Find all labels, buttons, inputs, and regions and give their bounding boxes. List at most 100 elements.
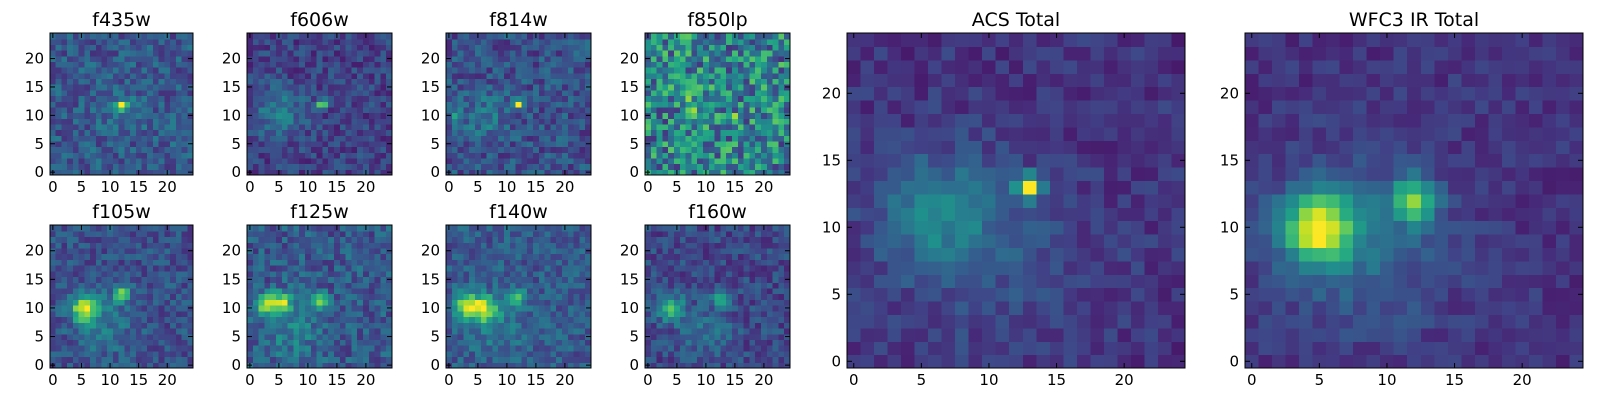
heatmap-cell [101, 163, 108, 170]
heatmap-cell [252, 282, 260, 289]
heatmap-cell [784, 339, 791, 346]
heatmap-cell [732, 152, 739, 159]
heatmap-cell [650, 157, 658, 165]
heatmap-cell [78, 101, 85, 108]
heatmap-cell [67, 287, 74, 295]
heatmap-cell [141, 50, 148, 57]
heatmap-cell [316, 276, 323, 283]
heatmap-cell [720, 38, 727, 45]
heatmap-cell [457, 89, 464, 97]
heatmap-cell [363, 157, 370, 165]
heatmap-cell [509, 67, 517, 74]
heatmap-cell [305, 327, 312, 335]
heatmap-cell [112, 33, 120, 40]
heatmap-cell [95, 242, 103, 249]
heatmap-cell [101, 270, 108, 278]
heatmap-cell [451, 327, 459, 335]
heatmap-cell [380, 350, 387, 358]
heatmap-cell [469, 152, 476, 159]
heatmap-cell [703, 163, 710, 170]
heatmap-cell [451, 163, 459, 170]
heatmap-cell [772, 316, 779, 323]
heatmap-cell [714, 169, 721, 176]
heatmap-cell [386, 44, 393, 51]
heatmap-cell [650, 339, 658, 346]
heatmap-cell [674, 333, 681, 340]
heatmap-cell [533, 299, 540, 306]
heatmap-cell [573, 44, 580, 51]
heatmap-cell [521, 89, 528, 97]
heatmap-cell [118, 140, 125, 148]
heatmap-cell [463, 89, 470, 97]
heatmap-cell [714, 84, 721, 91]
heatmap-cell [480, 316, 488, 323]
heatmap-cell [533, 333, 540, 340]
heatmap-cell [328, 230, 335, 238]
heatmap-cell [697, 310, 704, 318]
heatmap-cell [697, 163, 704, 170]
heatmap-cell [72, 305, 80, 312]
heatmap-cell [446, 61, 453, 68]
heatmap-cell [170, 61, 177, 68]
heatmap-cell [703, 327, 710, 335]
heatmap-cell [78, 345, 85, 352]
heatmap-cell [124, 339, 131, 346]
heatmap-cell [101, 157, 108, 165]
heatmap-cell [345, 259, 352, 266]
heatmap-cell [101, 345, 108, 352]
heatmap-cell [691, 50, 698, 57]
heatmap-cell [533, 265, 540, 272]
heatmap-cell [784, 345, 791, 352]
heatmap-cell [252, 135, 260, 142]
heatmap-cell [264, 350, 271, 358]
y-tick-label: 20 [25, 50, 44, 68]
heatmap-cell [247, 259, 254, 266]
heatmap-cell [544, 33, 551, 40]
heatmap-cell [363, 140, 370, 148]
heatmap-cell [84, 61, 91, 68]
heatmap-cell [685, 327, 692, 335]
heatmap-cell [463, 55, 470, 62]
heatmap-cell [504, 89, 511, 97]
heatmap-cell [339, 265, 347, 272]
heatmap-cell [737, 146, 745, 153]
heatmap-cell [766, 95, 774, 102]
heatmap-cell [766, 55, 774, 62]
heatmap-cell [527, 265, 534, 272]
heatmap-cell [276, 67, 283, 74]
heatmap-cells [247, 33, 393, 176]
heatmap-cell [124, 78, 131, 85]
heatmap-cell [112, 55, 120, 62]
heatmap-cell [67, 339, 74, 346]
heatmap-cell [492, 61, 499, 68]
heatmap-cell [743, 305, 750, 312]
heatmap-cell [703, 95, 710, 102]
heatmap-cell [61, 84, 68, 91]
heatmap-cell [351, 112, 358, 119]
heatmap-cell [50, 265, 57, 272]
heatmap-cell [562, 140, 569, 148]
heatmap-cell [556, 129, 563, 136]
heatmap-cell [175, 356, 183, 363]
heatmap-cell [784, 67, 791, 74]
heatmap-cell [778, 316, 785, 323]
heatmap-cell [152, 157, 160, 165]
heatmap-cell [351, 33, 358, 40]
heatmap-cell [697, 50, 704, 57]
heatmap-cell [170, 316, 177, 323]
heatmap-cell [118, 333, 125, 340]
heatmap-cell [703, 135, 710, 142]
heatmap-cell [668, 135, 675, 142]
heatmap-cell [67, 356, 74, 363]
heatmap-cell [668, 339, 675, 346]
heatmap-cell [50, 253, 57, 260]
heatmap-cell [446, 322, 453, 329]
heatmap-cell [451, 230, 459, 238]
heatmap-cell [486, 78, 493, 85]
heatmap-cell [101, 282, 108, 289]
heatmap-cell [374, 106, 381, 114]
x-tick-label: 10 [497, 178, 516, 196]
heatmap-cell [322, 230, 329, 238]
heatmap-cell [544, 135, 551, 142]
heatmap-cell [247, 339, 254, 346]
